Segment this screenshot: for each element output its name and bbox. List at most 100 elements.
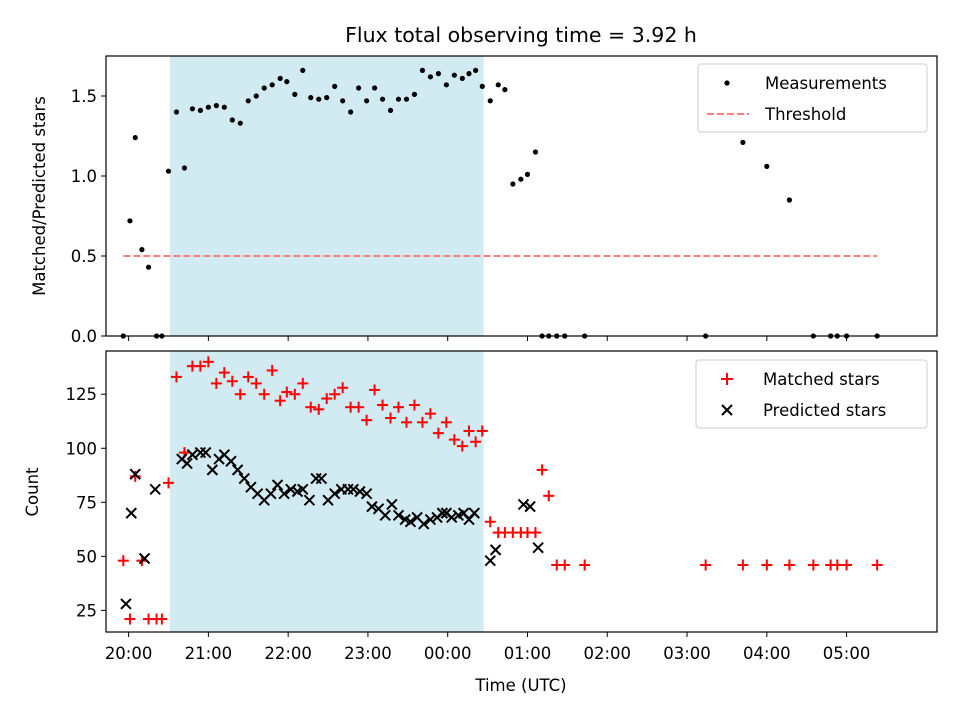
- top-panel: 0.0 0.5 1.0 1.5 Matched/Predicted stars Mea…: [30, 55, 938, 346]
- matched-star-point: [274, 395, 286, 407]
- predicted-star-point: [354, 485, 366, 498]
- matched-star-point: [329, 388, 341, 400]
- predicted-star-point: [303, 494, 316, 506]
- x-tick-label: 00:00: [424, 644, 472, 663]
- measurement-point: [253, 93, 259, 99]
- x-tick-label: 20:00: [105, 644, 153, 663]
- measurement-point: [261, 85, 267, 91]
- predicted-star-point: [120, 598, 132, 610]
- matched-star-point: [258, 388, 270, 400]
- measurement-point: [269, 82, 275, 88]
- predicted-star-point: [278, 487, 290, 500]
- matched-star-point: [476, 425, 488, 437]
- x-tick-label: 23:00: [344, 644, 392, 663]
- measurement-point: [419, 67, 426, 73]
- measurement-point: [213, 103, 219, 109]
- measurement-point: [473, 67, 479, 73]
- matched-star-point: [202, 356, 214, 368]
- measurement-point: [145, 264, 152, 270]
- measurement-point: [237, 120, 243, 126]
- measurement-point: [411, 91, 418, 97]
- x-tick-label: 22:00: [264, 644, 312, 663]
- predicted-star-point: [265, 487, 277, 500]
- chart-title: Flux total observing time = 3.92 h: [345, 23, 697, 47]
- predicted-star-point: [445, 511, 458, 524]
- predicted-star-point: [125, 507, 137, 519]
- matched-star-point: [361, 414, 373, 426]
- predicted-star-point: [360, 487, 373, 500]
- predicted-star-point: [297, 483, 309, 496]
- matched-star-point: [543, 490, 555, 502]
- predicted-star-point: [225, 455, 237, 467]
- measurement-point: [395, 96, 402, 102]
- bottom-panel: 25 50 75 100 125 20:00 21:00 22:00 23:00 00:00 01…: [23, 350, 938, 695]
- measurement-point: [764, 163, 770, 169]
- measurement-point: [502, 87, 508, 93]
- predicted-star-point: [200, 446, 212, 459]
- matched-star-point: [266, 364, 278, 376]
- measurement-point: [173, 109, 180, 115]
- predicted-star-point: [149, 483, 161, 496]
- measurement-point: [348, 109, 354, 115]
- matched-star-point: [841, 559, 853, 571]
- predicted-star-point: [129, 468, 141, 480]
- measurement-point: [495, 82, 501, 88]
- bottom-y-tick-label: 100: [66, 439, 98, 458]
- predicted-star-point: [138, 552, 151, 565]
- matched-star-point: [484, 516, 496, 528]
- x-tick-label: 05:00: [823, 644, 871, 663]
- predicted-star-point: [366, 500, 378, 513]
- predicted-star-point: [392, 509, 405, 521]
- matched-star-point: [432, 427, 444, 439]
- predicted-star-point: [206, 464, 219, 476]
- bottom-y-tick-label: 50: [76, 547, 97, 566]
- matched-star-point: [400, 416, 412, 428]
- measurement-point: [205, 104, 211, 110]
- matched-star-point: [529, 527, 541, 539]
- measurement-point: [245, 98, 251, 104]
- top-marks: [120, 67, 880, 339]
- bottom-y-axis-label: Count: [23, 467, 42, 517]
- measurement-point: [435, 71, 441, 77]
- bottom-y-tick-label: 125: [66, 385, 98, 404]
- top-plot-frame: [105, 55, 938, 337]
- matched-star-point: [424, 408, 436, 420]
- measurement-point: [308, 95, 314, 101]
- measurement-point: [510, 181, 516, 187]
- matched-star-point: [162, 477, 174, 489]
- matched-star-point: [385, 412, 397, 424]
- measurements-legend-label: Measurements: [765, 74, 887, 93]
- top-highlight-span: [169, 56, 484, 336]
- matched-star-point: [129, 470, 141, 482]
- top-y-tick-label: 1.5: [71, 87, 97, 106]
- matched-star-point: [408, 399, 420, 411]
- matched-star-point: [250, 377, 262, 389]
- matched-star-point: [210, 377, 222, 389]
- measurement-point: [221, 104, 227, 110]
- predicted-star-point: [181, 457, 193, 470]
- measurement-point: [189, 106, 196, 112]
- predicted-star-point: [231, 464, 244, 476]
- top-legend-box: [697, 63, 928, 133]
- bottom-y-tick-label: 75: [76, 493, 97, 512]
- predicted-star-point: [328, 487, 341, 500]
- matched-star-point: [297, 377, 309, 389]
- measurement-point: [197, 107, 204, 113]
- matched-star-point: [313, 403, 325, 415]
- matched-star-point: [456, 440, 468, 452]
- matched-star-point: [170, 371, 182, 383]
- measurement-point: [324, 95, 330, 101]
- threshold-legend-label: Threshold: [764, 105, 846, 124]
- matched-star-point: [117, 555, 129, 567]
- predicted-star-point: [468, 507, 481, 519]
- matched-star-point: [218, 367, 230, 379]
- predicted-star-point: [532, 541, 544, 554]
- measurement-point: [786, 197, 793, 203]
- predicted-star-point: [436, 507, 449, 519]
- measurement-point: [518, 176, 524, 182]
- predicted-star-point: [271, 479, 284, 491]
- predicted-star-point: [418, 518, 430, 530]
- matched-star-point: [393, 401, 405, 413]
- matched-star-point: [448, 434, 460, 446]
- x-tick-label: 21:00: [185, 644, 233, 663]
